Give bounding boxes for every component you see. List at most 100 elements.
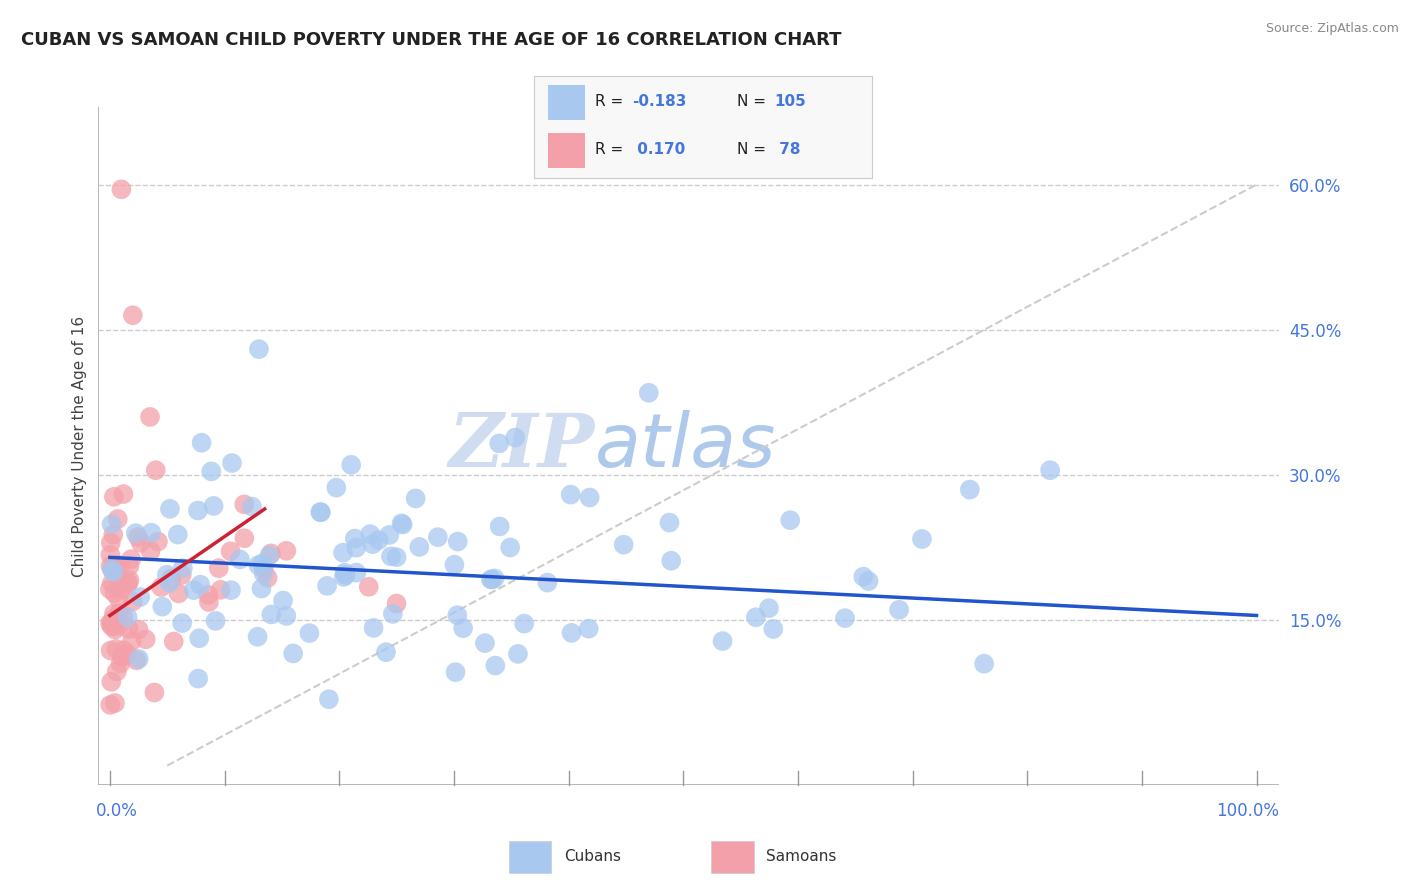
Point bbox=[188, 578, 211, 592]
Point bbox=[219, 544, 242, 558]
Point bbox=[233, 531, 256, 545]
Point bbox=[333, 566, 356, 580]
Point bbox=[98, 582, 121, 597]
Point bbox=[100, 536, 122, 550]
Point bbox=[117, 610, 139, 624]
Point bbox=[762, 622, 785, 636]
Point bbox=[385, 597, 408, 611]
Point bbox=[187, 672, 209, 686]
Text: CUBAN VS SAMOAN CHILD POVERTY UNDER THE AGE OF 16 CORRELATION CHART: CUBAN VS SAMOAN CHILD POVERTY UNDER THE … bbox=[21, 31, 842, 49]
Point bbox=[309, 505, 332, 519]
Point bbox=[121, 634, 143, 648]
Point bbox=[100, 619, 122, 633]
Point bbox=[129, 535, 152, 549]
Point bbox=[219, 583, 242, 598]
Point bbox=[172, 561, 194, 575]
Point bbox=[363, 621, 385, 635]
Point bbox=[474, 636, 496, 650]
Point bbox=[98, 548, 121, 562]
Point bbox=[271, 593, 294, 607]
Point bbox=[108, 618, 131, 632]
Point bbox=[156, 567, 179, 582]
Point bbox=[103, 558, 125, 573]
Point bbox=[170, 567, 193, 582]
Point bbox=[745, 610, 768, 624]
Point bbox=[318, 692, 340, 706]
Point bbox=[167, 586, 190, 600]
Text: 100.0%: 100.0% bbox=[1216, 802, 1279, 820]
Bar bbox=[548, 85, 585, 120]
Point bbox=[316, 579, 339, 593]
Point bbox=[121, 594, 143, 608]
Point bbox=[378, 528, 401, 542]
Point bbox=[110, 182, 132, 196]
Point bbox=[128, 652, 150, 666]
Point bbox=[100, 517, 122, 532]
Point bbox=[128, 623, 150, 637]
Point bbox=[101, 563, 124, 577]
Point bbox=[117, 576, 139, 591]
Point bbox=[276, 609, 298, 624]
Point bbox=[260, 546, 283, 560]
Text: 0.170: 0.170 bbox=[633, 142, 685, 157]
Point bbox=[101, 613, 124, 627]
Point bbox=[125, 526, 148, 541]
Bar bbox=[711, 841, 754, 873]
Point bbox=[447, 534, 470, 549]
Point bbox=[118, 573, 141, 587]
Point bbox=[129, 590, 152, 604]
Point bbox=[172, 616, 194, 631]
Point bbox=[332, 546, 354, 560]
Point bbox=[276, 543, 298, 558]
Point bbox=[503, 431, 526, 445]
Point bbox=[198, 595, 221, 609]
Point bbox=[250, 582, 273, 596]
Point bbox=[560, 487, 582, 501]
Point bbox=[163, 634, 186, 648]
Point bbox=[451, 621, 474, 635]
Point bbox=[221, 456, 243, 470]
Point bbox=[361, 537, 384, 551]
Point bbox=[499, 541, 522, 555]
Point bbox=[340, 458, 363, 472]
Point bbox=[253, 562, 276, 576]
Point bbox=[973, 657, 995, 671]
Point bbox=[405, 491, 427, 506]
Bar bbox=[509, 841, 551, 873]
Point bbox=[259, 549, 281, 563]
Point bbox=[127, 530, 149, 544]
Point bbox=[103, 586, 125, 600]
Point bbox=[103, 490, 125, 504]
Point bbox=[118, 559, 141, 574]
Point bbox=[380, 549, 402, 564]
Point bbox=[188, 632, 211, 646]
Point bbox=[141, 525, 163, 540]
Point bbox=[150, 580, 173, 594]
Point bbox=[100, 559, 122, 574]
Text: 105: 105 bbox=[773, 95, 806, 110]
Text: atlas: atlas bbox=[595, 410, 776, 482]
Text: N =: N = bbox=[737, 142, 770, 157]
Point bbox=[159, 501, 181, 516]
Point bbox=[408, 540, 430, 554]
Text: Cubans: Cubans bbox=[564, 849, 621, 863]
Point bbox=[959, 483, 981, 497]
Point bbox=[139, 544, 162, 558]
Point bbox=[344, 541, 367, 555]
Point bbox=[247, 558, 270, 573]
Point bbox=[426, 530, 449, 544]
Point bbox=[120, 552, 142, 566]
Point bbox=[484, 571, 506, 585]
Text: Samoans: Samoans bbox=[766, 849, 837, 863]
Point bbox=[100, 643, 122, 657]
Point bbox=[103, 565, 125, 579]
Point bbox=[166, 527, 188, 541]
Point bbox=[381, 607, 404, 621]
Point bbox=[367, 533, 389, 547]
Point bbox=[391, 516, 413, 531]
Point bbox=[385, 550, 408, 565]
Point bbox=[190, 435, 212, 450]
Point bbox=[488, 519, 510, 533]
Point bbox=[103, 607, 125, 621]
Point bbox=[343, 532, 366, 546]
